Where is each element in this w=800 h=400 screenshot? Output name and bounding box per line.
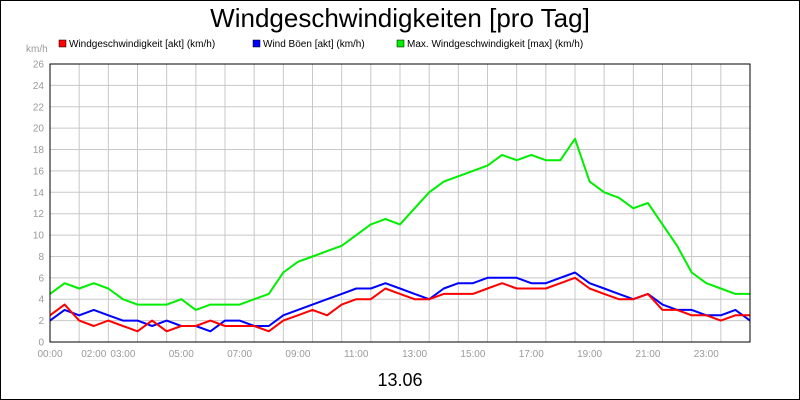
legend-item-boeen: Wind Böen [akt] (km/h) — [252, 39, 365, 50]
legend-label-boeen: Wind Böen [akt] (km/h) — [263, 39, 365, 50]
y-axis-unit: km/h — [26, 44, 48, 55]
y-tick-label: 12 — [33, 209, 45, 220]
y-tick-label: 0 — [38, 338, 44, 349]
y-tick-label: 10 — [33, 231, 45, 242]
y-tick-label: 4 — [38, 295, 44, 306]
x-axis: 00:00 02:00 03:00 05:00 07:00 09:00 11:00 13:00… — [37, 349, 719, 360]
x-tick-label: 07:00 — [227, 349, 252, 360]
x-tick-label: 09:00 — [285, 349, 310, 360]
x-tick-label: 23:00 — [694, 349, 719, 360]
chart-title: Windgeschwindigkeiten [pro Tag] — [210, 3, 590, 33]
y-tick-label: 24 — [33, 81, 45, 92]
y-tick-label: 26 — [33, 60, 45, 71]
x-tick-label: 00:00 — [37, 349, 62, 360]
y-tick-label: 6 — [38, 273, 44, 284]
y-tick-label: 2 — [38, 316, 44, 327]
y-tick-label: 22 — [33, 102, 45, 113]
x-tick-label: 05:00 — [169, 349, 194, 360]
x-tick-label: 02:00 — [81, 349, 106, 360]
x-tick-label: 19:00 — [577, 349, 602, 360]
x-tick-label: 17:00 — [519, 349, 544, 360]
plot-border — [49, 63, 751, 343]
legend-swatch-max — [396, 39, 405, 48]
y-tick-label: 16 — [33, 166, 45, 177]
legend-label-max: Max. Windgeschwindigkeit [max] (km/h) — [407, 39, 583, 50]
y-tick-label: 18 — [33, 145, 45, 156]
legend-swatch-boeen — [252, 39, 261, 48]
legend: Windgeschwindigkeit [akt] (km/h) Wind Bö… — [58, 39, 583, 50]
legend-item-akt: Windgeschwindigkeit [akt] (km/h) — [58, 39, 215, 50]
x-tick-label: 21:00 — [635, 349, 660, 360]
legend-item-max: Max. Windgeschwindigkeit [max] (km/h) — [396, 39, 583, 50]
x-tick-label: 03:00 — [110, 349, 135, 360]
series-line-0 — [49, 276, 750, 333]
series-line-2 — [49, 137, 750, 311]
y-tick-label: 8 — [38, 252, 44, 263]
x-tick-label: 13:00 — [402, 349, 427, 360]
legend-label-akt: Windgeschwindigkeit [akt] (km/h) — [69, 39, 215, 50]
legend-swatch-akt — [58, 39, 67, 48]
date-label: 13.06 — [377, 370, 422, 390]
x-tick-label: 11:00 — [344, 349, 369, 360]
series — [49, 137, 751, 333]
y-tick-label: 14 — [33, 188, 45, 199]
y-tick-label: 20 — [33, 124, 45, 135]
x-tick-label: 15:00 — [460, 349, 485, 360]
